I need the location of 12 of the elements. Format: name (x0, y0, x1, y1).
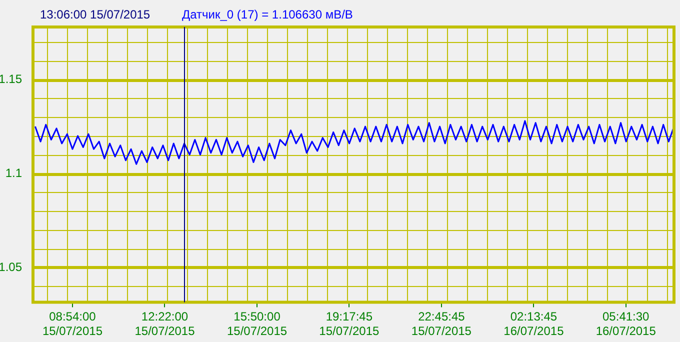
x-tick-label: 22:45:45 15/07/2015 (411, 310, 472, 338)
x-tick-label: 12:22:00 15/07/2015 (134, 310, 196, 338)
ref-line-label: 13:06:00 15/07/2015 (40, 7, 150, 22)
chart-title: Датчик_0 (17) = 1.106630 мВ/В (182, 7, 353, 22)
x-tick-label: 02:13:45 16/07/2015 (504, 310, 564, 338)
x-tick-label: 08:54:00 15/07/2015 (42, 310, 103, 338)
y-tick-label: 1.15 (0, 72, 22, 86)
y-tick-label: 1.05 (0, 260, 22, 274)
x-tick-label: 05:41:30 16/07/2015 (596, 310, 656, 338)
x-tick-label: 15:50:00 15/07/2015 (226, 310, 288, 338)
x-tick-label: 19:17:45 15/07/2015 (319, 310, 380, 338)
y-tick-label: 1.1 (5, 166, 22, 180)
